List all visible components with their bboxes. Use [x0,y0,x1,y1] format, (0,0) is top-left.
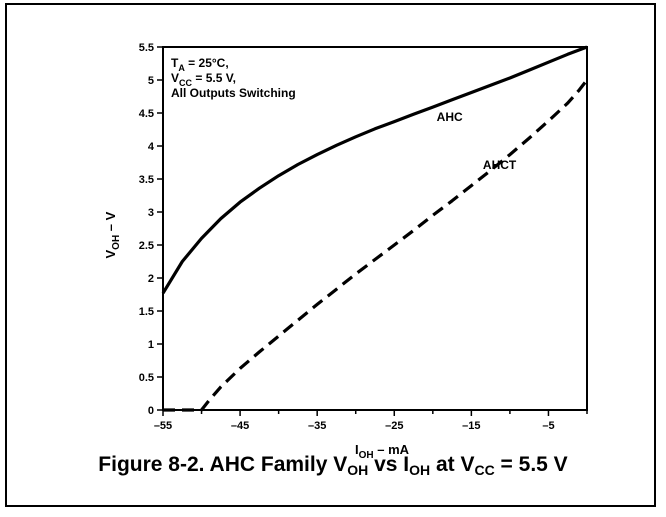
x-tick-label: –5 [542,420,554,432]
caption-part: Figure 8-2. AHC Family V [98,453,348,476]
series-label: AHC [437,110,463,124]
caption-part: vs I [368,453,410,476]
x-tick-label: –35 [308,420,326,432]
y-tick-label: 4 [148,141,155,153]
y-tick-label: 0.5 [139,372,154,384]
conditions-annotation-rest: = 5.5 V, [192,71,236,85]
conditions-annotation-main: T [171,56,179,70]
y-tick-label: 3 [148,207,154,219]
caption-part: at V [430,453,475,476]
conditions-annotation-subscript: A [178,63,185,73]
caption-subscript: OH [409,462,431,478]
conditions-annotation-subscript: CC [179,78,192,88]
conditions-annotation-rest: = 25°C, [185,56,229,70]
y-tick-label: 5.5 [139,42,154,54]
y-axis-label-rest: – V [103,211,118,234]
x-axis-label-main: I [355,442,359,457]
x-axis-label-subscript: OH [359,450,374,461]
y-axis-label-subscript: OH [111,235,122,250]
x-tick-label: –15 [462,420,480,432]
y-tick-label: 5 [148,75,154,87]
x-axis-label-rest: – mA [374,442,410,457]
x-tick-label: –25 [385,420,403,432]
series-line-ahct [163,79,589,412]
y-axis-label-main: V [103,250,118,259]
series-line-ahc [161,45,588,295]
caption-part: = 5.5 V [494,453,568,476]
y-axis-label: VOH – V [103,211,122,258]
figure-caption: Figure 8-2. AHC Family VOH vs IOH at VCC… [0,453,666,478]
caption-subscript: OH [347,462,369,478]
series-label: AHCT [483,158,517,172]
x-tick-label: –45 [231,420,249,432]
x-tick-label: –55 [154,420,172,432]
y-tick-label: 2.5 [139,240,154,252]
conditions-annotation-main: All Outputs Switching [171,86,296,100]
conditions-annotation: VCC = 5.5 V, [171,71,236,88]
plot-border [162,46,588,411]
conditions-annotation: All Outputs Switching [171,86,296,100]
conditions-annotation-main: V [171,71,179,85]
figure-frame [5,3,656,507]
y-tick-label: 2 [148,273,154,285]
conditions-annotation: TA = 25°C, [171,56,229,73]
y-tick-label: 3.5 [139,174,154,186]
plot-area: –55 –45 –35 –25 –15 –5 0 0.5 1 1.5 2 2.5 3 3.5 4 4.5 5 5.… [103,42,589,461]
y-tick-label: 0 [148,405,154,417]
y-tick-label: 4.5 [139,108,154,120]
y-tick-label: 1 [148,339,154,351]
y-tick-label: 1.5 [139,306,154,318]
x-axis-label: IOH – mA [355,442,410,461]
caption-subscript: CC [474,462,495,478]
